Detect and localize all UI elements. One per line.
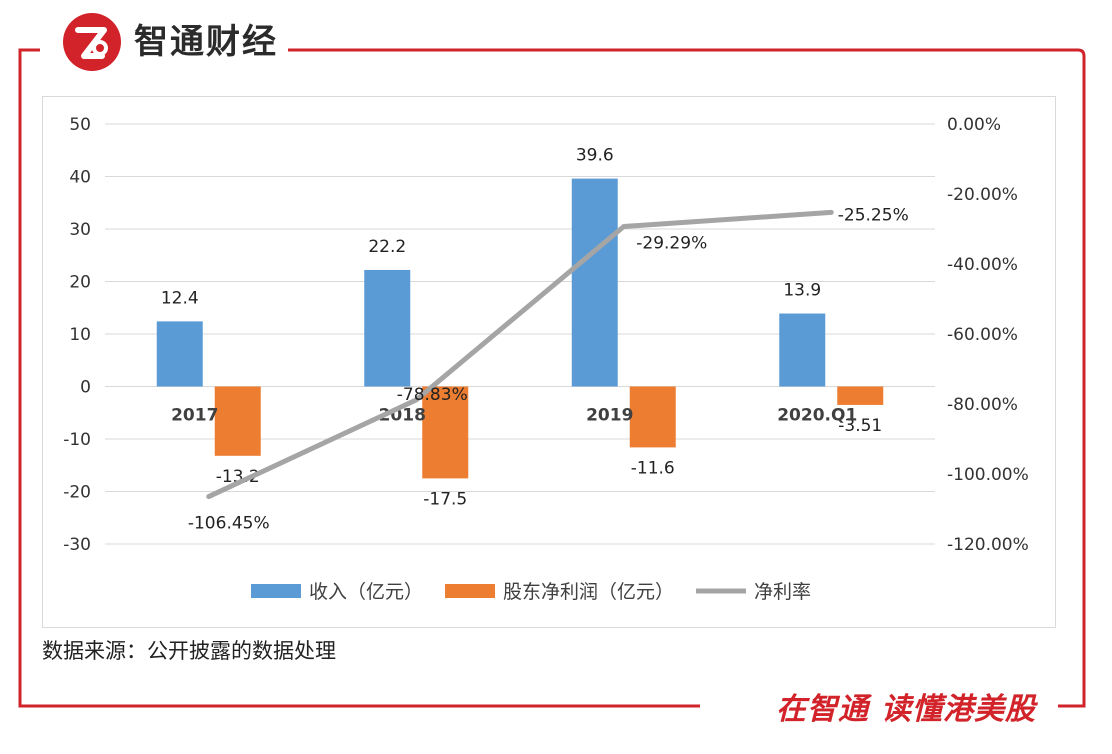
source-note: 数据来源：公开披露的数据处理 xyxy=(42,639,336,663)
bar-revenue xyxy=(571,178,618,387)
data-label: 22.2 xyxy=(368,237,406,257)
bar-net-profit xyxy=(629,386,676,448)
slogan: 在智通 读懂港美股 xyxy=(760,688,1052,732)
legend-label: 收入（亿元） xyxy=(309,581,423,603)
y-left-tick-label: 30 xyxy=(69,220,91,240)
bar-revenue xyxy=(156,321,203,387)
x-tick-label: 2017 xyxy=(171,406,218,426)
slogan-part-1: 在智通 xyxy=(776,692,869,727)
bar-revenue xyxy=(779,313,826,387)
line-data-label: -78.83% xyxy=(397,385,468,405)
combo-chart: 50 40 30 20 10 0 -10 -20 -30 0.00% -20.00% -40.00% -… xyxy=(63,115,1029,603)
data-label: -3.51 xyxy=(838,416,882,436)
slogan-part-2: 读懂港美股 xyxy=(881,692,1036,727)
zhitong-logo-icon xyxy=(63,13,121,71)
bar-revenue xyxy=(364,269,411,387)
brand-name: 智通财经 xyxy=(132,16,288,68)
data-label: 39.6 xyxy=(576,146,614,166)
line-data-label: -29.29% xyxy=(636,234,707,254)
legend-swatch xyxy=(445,584,496,598)
y-left-tick-label: 40 xyxy=(69,168,91,188)
y-right-tick-label: -80.00% xyxy=(947,395,1018,415)
data-label: -11.6 xyxy=(631,458,675,478)
y-left-tick-label: 20 xyxy=(69,273,91,293)
y-right-tick-label: -20.00% xyxy=(947,185,1018,205)
chart-container: 50 40 30 20 10 0 -10 -20 -30 0.00% -20.00% -40.00% -… xyxy=(42,96,1056,628)
y-right-tick-label: -120.00% xyxy=(947,535,1029,555)
y-right-tick-label: 0.00% xyxy=(947,115,1001,135)
y-left-tick-label: -10 xyxy=(63,430,91,450)
data-label: -13.2 xyxy=(216,467,260,487)
y-left-tick-label: -20 xyxy=(63,483,91,503)
y-left-tick-label: 10 xyxy=(69,325,91,345)
legend-label: 股东净利润（亿元） xyxy=(503,581,674,603)
legend-label: 净利率 xyxy=(754,581,811,603)
data-label: 12.4 xyxy=(161,288,199,308)
line-net-margin xyxy=(206,209,834,500)
y-right-tick-label: -40.00% xyxy=(947,255,1018,275)
x-tick-label: 2020.Q1 xyxy=(777,406,857,426)
y-right-tick-label: -100.00% xyxy=(947,465,1029,485)
line-data-label: -25.25% xyxy=(838,205,909,225)
data-label: -17.5 xyxy=(423,489,467,509)
y-left-tick-label: 50 xyxy=(69,115,91,135)
bar-net-profit xyxy=(422,386,469,479)
bar-net-profit xyxy=(214,386,261,456)
y-left-tick-label: 0 xyxy=(80,378,91,398)
line-data-label: -106.45% xyxy=(188,514,270,534)
y-left-tick-label: -30 xyxy=(63,535,91,555)
x-tick-label: 2019 xyxy=(586,406,633,426)
legend-swatch xyxy=(251,584,301,598)
y-right-tick-label: -60.00% xyxy=(947,325,1018,345)
bar-net-profit xyxy=(837,386,884,405)
data-label: 13.9 xyxy=(783,281,821,301)
